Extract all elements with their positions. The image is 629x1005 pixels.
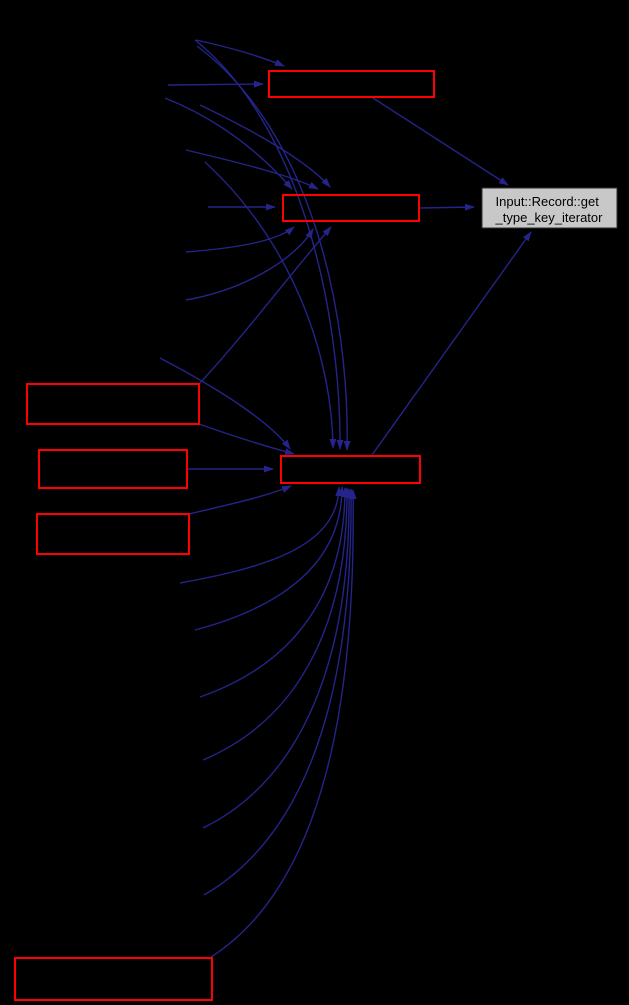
call-edge-n-left-1-to-n-hub [198,423,295,456]
call-edge-n-mid-to-n-current [419,203,475,211]
call-edge-n-top-to-n-current [372,97,509,186]
call-edge-n-left-3-to-n-hub [188,485,292,515]
call-edge-hidden-caller-11-to-n-hub [179,486,343,584]
graph-node-n-left-2[interactable] [38,449,188,489]
call-edge-n-left-1-to-n-mid [198,226,332,385]
graph-node-n-left-1[interactable] [26,383,200,425]
call-edges-layer [159,39,532,958]
graph-nodes-layer [14,70,618,1001]
graph-node-n-top[interactable] [268,70,435,98]
call-edge-hidden-caller-9-to-n-hub [204,161,337,449]
call-edge-hidden-caller-1-to-n-top [195,39,285,67]
call-edge-hidden-caller-15-to-n-hub [202,488,353,829]
call-edge-hidden-caller-4-to-n-mid [185,149,319,190]
call-edge-n-bottom-to-n-hub [210,489,357,958]
graph-node-n-left-3[interactable] [36,513,190,555]
call-edge-n-hub-to-n-current [371,231,532,456]
call-edge-hidden-caller-16-to-n-hub [203,488,355,896]
call-edge-hidden-caller-7-to-n-mid [185,226,295,253]
graph-node-n-bottom[interactable] [14,957,213,1001]
graph-node-n-mid[interactable] [282,194,420,222]
call-edge-hidden-caller-5-to-n-mid [199,104,331,188]
call-edge-hidden-caller-8-to-n-mid [185,228,314,301]
call-edge-hidden-caller-1-to-n-hub [194,39,344,450]
current-node-label: Input::Record::get _type_key_iterator [495,194,604,225]
call-edge-hidden-caller-3-to-n-mid [164,97,293,190]
call-edge-hidden-caller-1-to-n-hub [196,45,351,451]
call-edge-hidden-caller-14-to-n-hub [202,487,351,761]
call-edge-hidden-caller-2-to-n-top [167,80,264,88]
call-edge-hidden-caller-12-to-n-hub [194,486,346,631]
graph-node-n-hub[interactable] [280,455,421,484]
graph-node-n-current[interactable] [481,187,618,229]
call-edge-hidden-caller-10-to-n-hub [159,357,291,450]
call-edge-hidden-caller-13-to-n-hub [199,487,349,698]
